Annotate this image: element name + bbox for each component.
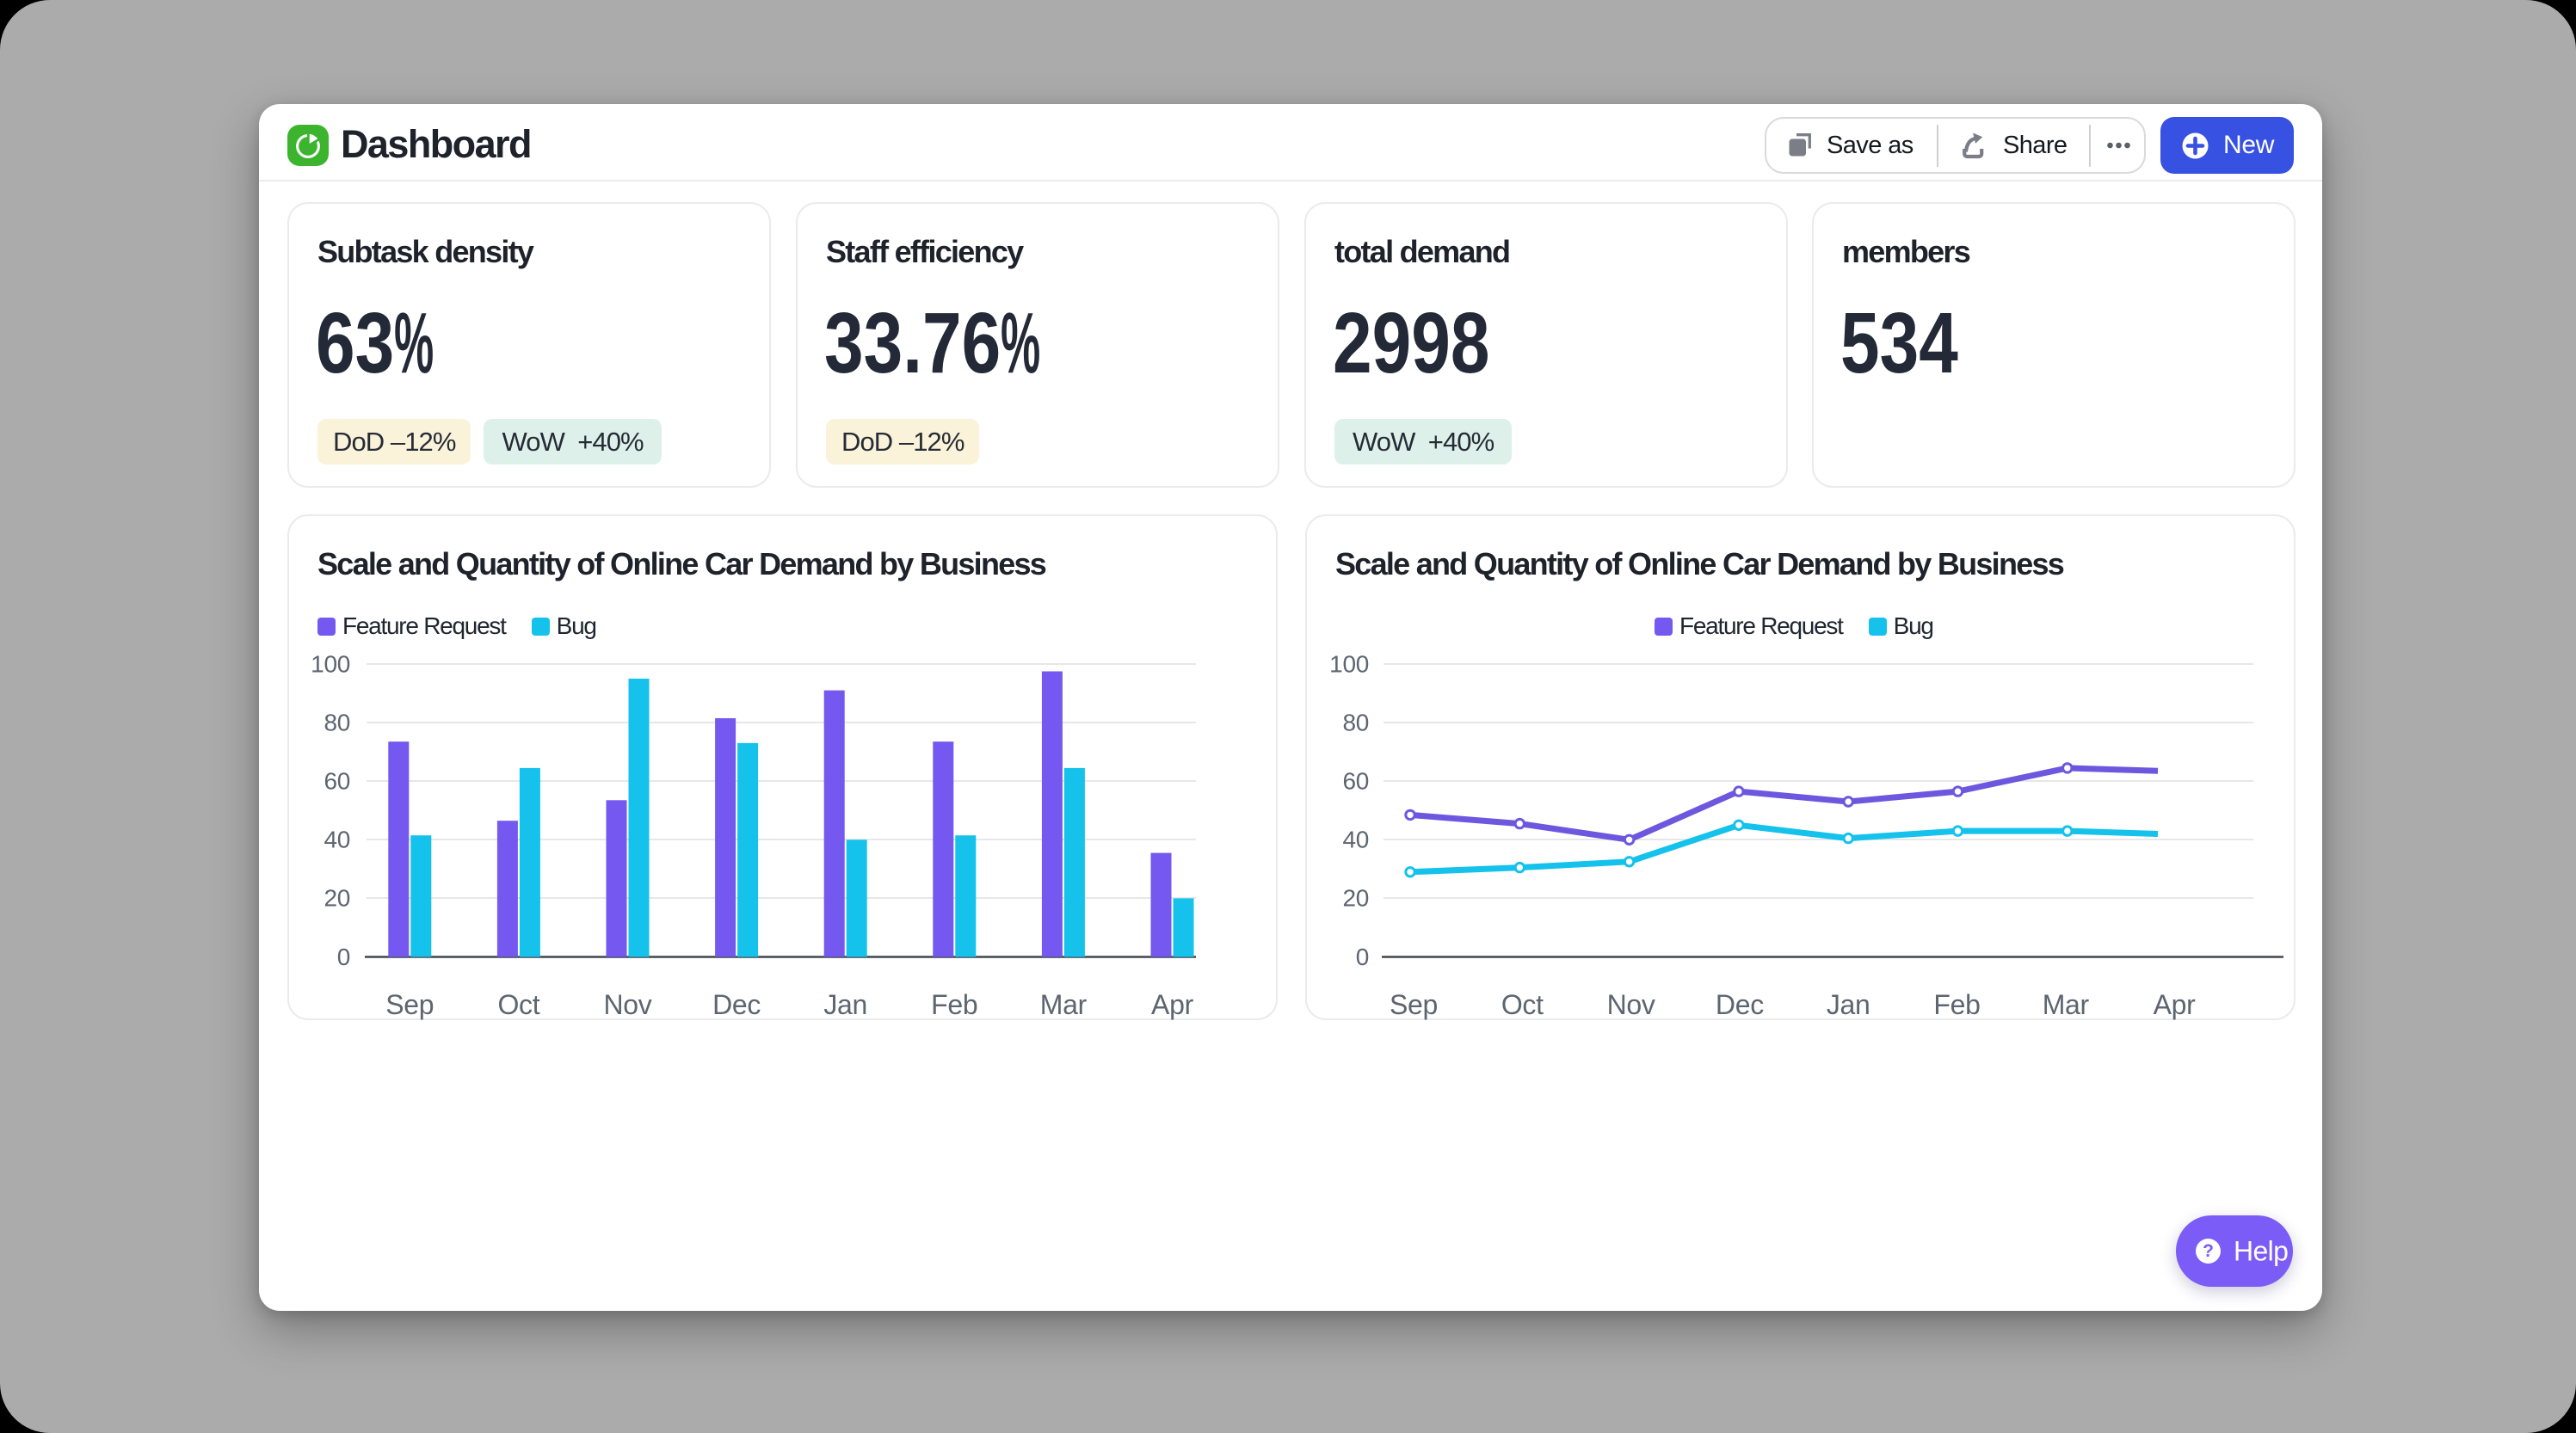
svg-text:0: 0 [1356,944,1369,970]
svg-text:Jan: Jan [1827,989,1870,1020]
svg-text:Jan: Jan [823,989,867,1020]
svg-text:20: 20 [324,885,350,912]
svg-text:Oct: Oct [1501,989,1544,1020]
svg-text:?: ? [2203,1241,2214,1261]
svg-text:80: 80 [1342,710,1369,736]
svg-text:Feb: Feb [931,989,977,1020]
svg-text:40: 40 [1342,827,1369,853]
svg-text:Mar: Mar [1040,989,1088,1020]
svg-text:0: 0 [337,944,350,970]
svg-text:80: 80 [324,710,350,736]
svg-text:Sep: Sep [1390,989,1438,1020]
svg-text:Feb: Feb [1933,989,1980,1020]
svg-text:Apr: Apr [1151,989,1194,1020]
svg-text:Nov: Nov [603,989,651,1020]
svg-text:20: 20 [1342,885,1369,912]
svg-text:Dec: Dec [1716,989,1764,1020]
svg-text:100: 100 [1329,651,1369,678]
svg-text:40: 40 [324,827,350,853]
svg-text:100: 100 [311,651,350,678]
svg-text:Mar: Mar [2043,989,2090,1020]
svg-text:Nov: Nov [1607,989,1655,1020]
svg-text:Sep: Sep [385,989,434,1020]
svg-text:60: 60 [1342,768,1369,795]
svg-text:Oct: Oct [497,989,539,1020]
svg-text:Dec: Dec [712,989,761,1020]
svg-text:60: 60 [324,768,350,795]
svg-text:Apr: Apr [2154,989,2197,1020]
